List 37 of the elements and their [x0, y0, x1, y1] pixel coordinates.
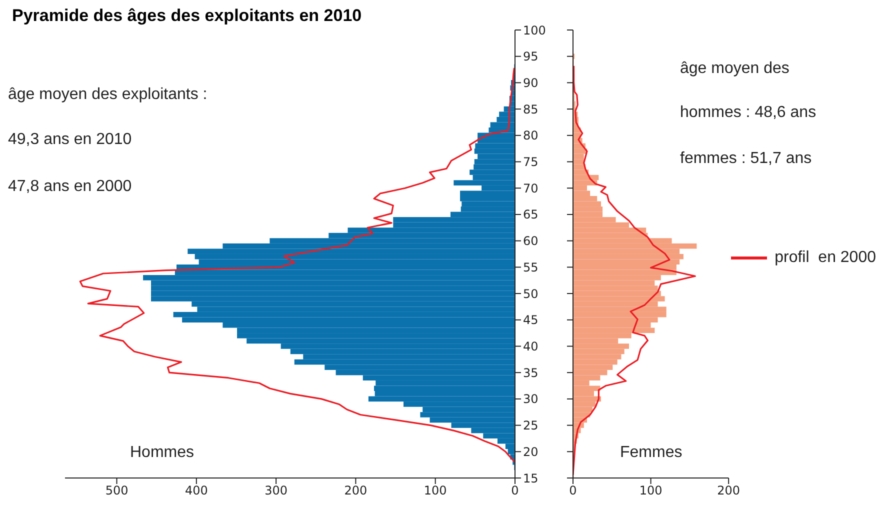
- y-tick-label: 90: [523, 76, 538, 90]
- chart-title: Pyramide des âges des exploitants en 2010: [12, 6, 362, 26]
- x-tick-label: 0: [511, 484, 519, 498]
- y-tick-label: 70: [523, 181, 538, 196]
- x-tick-label: 0: [569, 484, 577, 498]
- annotation: âge moyen des: [680, 60, 790, 78]
- annotation: hommes : 48,6 ans: [680, 104, 816, 122]
- annotation: femmes : 51,7 ans: [680, 150, 812, 168]
- annotation: 49,3 ans en 2010: [8, 131, 132, 149]
- annotation: Femmes: [620, 444, 682, 462]
- legend-label: profil en 2000: [774, 249, 876, 267]
- x-tick-label: 100: [424, 484, 447, 498]
- annotation: 47,8 ans en 2000: [8, 178, 132, 196]
- y-tick-label: 100: [523, 23, 546, 38]
- y-tick-label: 60: [523, 234, 538, 248]
- y-tick-label: 30: [523, 392, 538, 406]
- x-tick-label: 200: [717, 484, 740, 498]
- y-tick-label: 15: [523, 471, 538, 486]
- x-tick-label: 500: [105, 484, 128, 498]
- y-tick-label: 20: [523, 444, 538, 459]
- y-tick-label: 25: [523, 418, 538, 433]
- x-tick-label: 300: [264, 484, 288, 498]
- x-tick-label: 400: [184, 484, 208, 498]
- y-tick-label: 50: [523, 286, 538, 301]
- y-tick-label: 40: [523, 339, 538, 354]
- annotation: Hommes: [130, 444, 194, 462]
- y-tick-label: 80: [523, 128, 538, 143]
- y-tick-label: 85: [523, 102, 538, 116]
- y-tick-label: 35: [523, 366, 538, 380]
- x-tick-label: 100: [639, 484, 662, 498]
- y-tick-label: 95: [523, 50, 538, 64]
- y-tick-label: 45: [523, 313, 538, 328]
- y-tick-label: 55: [523, 260, 538, 274]
- annotation: âge moyen des exploitants :: [8, 86, 208, 104]
- y-tick-label: 65: [523, 208, 538, 222]
- x-tick-label: 200: [344, 484, 368, 498]
- y-tick-label: 75: [523, 155, 538, 170]
